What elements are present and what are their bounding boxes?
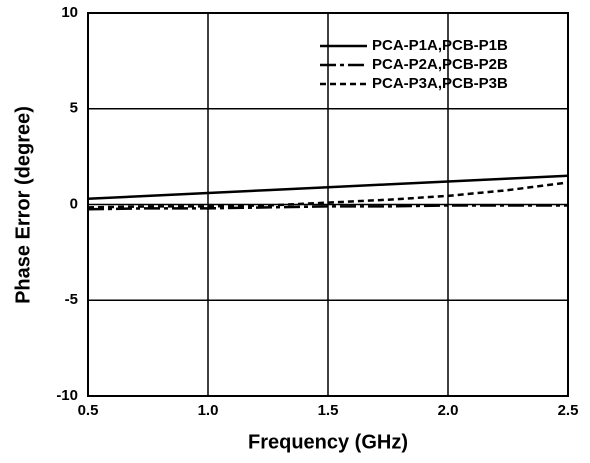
series-line (87, 204, 568, 211)
y-tick-label: 5 (70, 100, 78, 117)
y-tick-label: 0 (70, 195, 78, 212)
legend-label: PCA-P3A,PCB-P3B (372, 75, 508, 92)
x-tick-label: 0.5 (78, 402, 99, 419)
series-line (87, 174, 569, 201)
legend-label: PCA-P1A,PCB-P1B (372, 37, 508, 54)
series-line (87, 181, 569, 209)
x-tick-label: 1.0 (198, 402, 219, 419)
y-tick-label: 10 (61, 4, 78, 21)
y-axis-label: Phase Error (degree) (12, 106, 34, 304)
x-tick-label: 2.0 (438, 402, 459, 419)
x-axis-label: Frequency (GHz) (248, 431, 408, 453)
x-tick-label: 1.5 (318, 402, 339, 419)
y-tick-label: -5 (65, 291, 78, 308)
legend-label: PCA-P2A,PCB-P2B (372, 56, 508, 73)
y-tick-label: -10 (56, 387, 78, 404)
x-tick-label: 2.5 (558, 402, 579, 419)
